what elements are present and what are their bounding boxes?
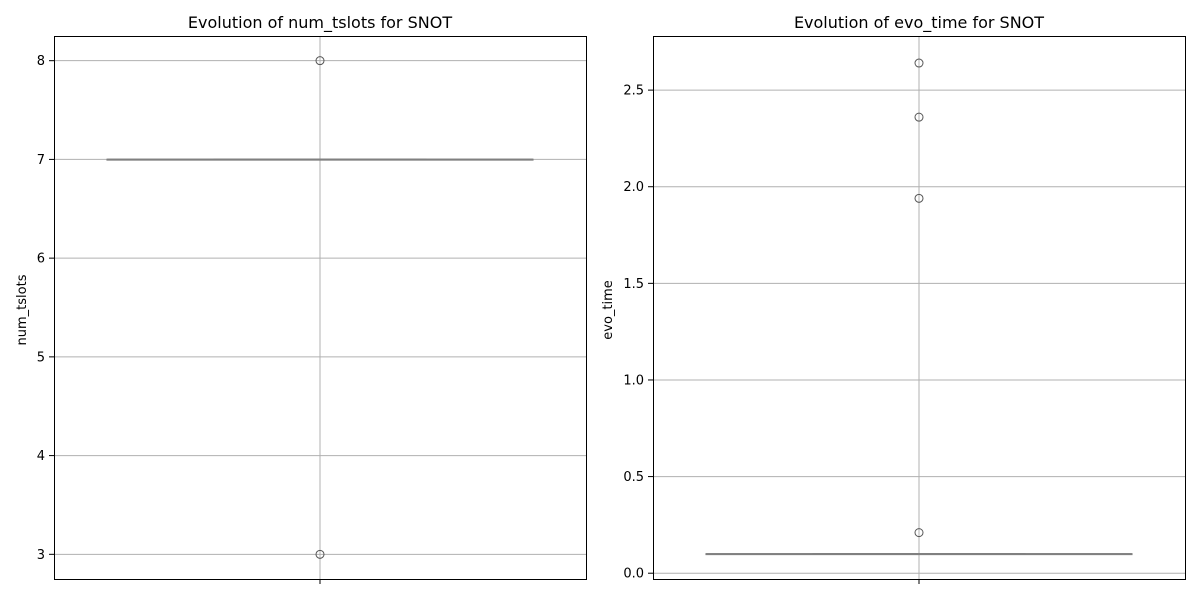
outlier-point	[914, 112, 924, 122]
y-tick-label: 8	[37, 54, 45, 69]
y-tick-label: 1.5	[623, 277, 644, 292]
y-tick-label: 2.0	[623, 180, 644, 195]
outlier-point	[914, 193, 924, 203]
grid-layer	[653, 36, 1185, 579]
y-tick-label: 0.5	[623, 470, 644, 485]
tick-layer: 3 4 5 6 7 8	[37, 54, 321, 584]
box-layer	[106, 158, 534, 161]
plot-frame	[653, 36, 1186, 580]
chart-evo-time: Evolution of evo_time for SNOT evo_time …	[601, 13, 1186, 584]
y-axis-label: evo_time	[601, 280, 616, 340]
outlier-layer	[914, 58, 924, 538]
tick-layer: 0.0 0.5 1.0 1.5 2.0 2.5	[623, 84, 920, 584]
y-tick-label: 5	[37, 350, 45, 365]
outlier-layer	[315, 56, 325, 559]
outlier-point	[315, 56, 325, 66]
y-tick-label: 0.0	[623, 567, 644, 582]
chart-num-tslots: Evolution of num_tslots for SNOT num_tsl…	[15, 13, 587, 584]
chart-title: Evolution of evo_time for SNOT	[794, 13, 1044, 33]
chart-title: Evolution of num_tslots for SNOT	[188, 13, 452, 33]
y-tick-label: 3	[37, 548, 45, 563]
y-tick-label: 6	[37, 252, 45, 267]
outlier-point	[315, 549, 325, 559]
y-axis-label: num_tslots	[15, 274, 30, 345]
y-tick-label: 2.5	[623, 84, 644, 99]
box-layer	[705, 553, 1133, 556]
outlier-point	[914, 528, 924, 538]
plot-frame	[54, 36, 587, 580]
y-tick-label: 4	[37, 449, 45, 464]
outlier-point	[914, 58, 924, 68]
y-tick-label: 1.0	[623, 373, 644, 388]
y-tick-label: 7	[37, 153, 45, 168]
